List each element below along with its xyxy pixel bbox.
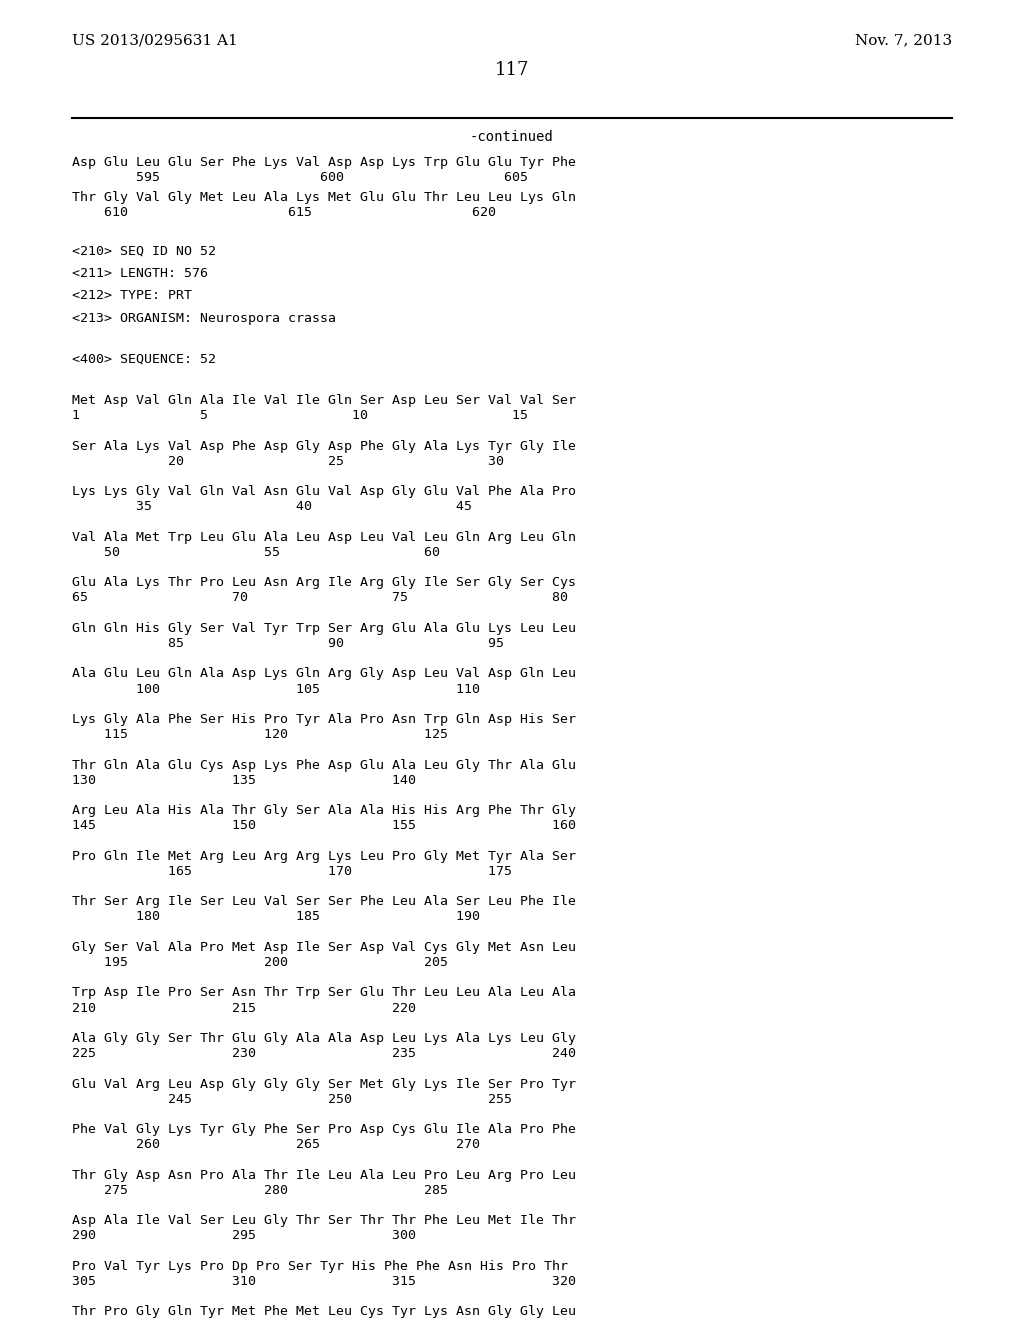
Text: 610                    615                    620: 610 615 620 <box>72 206 496 219</box>
Text: Glu Ala Lys Thr Pro Leu Asn Arg Ile Arg Gly Ile Ser Gly Ser Cys: Glu Ala Lys Thr Pro Leu Asn Arg Ile Arg … <box>72 577 575 589</box>
Text: Met Asp Val Gln Ala Ile Val Ile Gln Ser Asp Leu Ser Val Val Ser: Met Asp Val Gln Ala Ile Val Ile Gln Ser … <box>72 395 575 407</box>
Text: Lys Lys Gly Val Gln Val Asn Glu Val Asp Gly Glu Val Phe Ala Pro: Lys Lys Gly Val Gln Val Asn Glu Val Asp … <box>72 486 575 498</box>
Text: <210> SEQ ID NO 52: <210> SEQ ID NO 52 <box>72 244 216 257</box>
Text: Gln Gln His Gly Ser Val Tyr Trp Ser Arg Glu Ala Glu Lys Leu Leu: Gln Gln His Gly Ser Val Tyr Trp Ser Arg … <box>72 622 575 635</box>
Text: 595                    600                    605: 595 600 605 <box>72 172 528 183</box>
Text: 85                  90                  95: 85 90 95 <box>72 638 504 649</box>
Text: 1               5                  10                  15: 1 5 10 15 <box>72 409 528 422</box>
Text: 165                 170                 175: 165 170 175 <box>72 865 512 878</box>
Text: US 2013/0295631 A1: US 2013/0295631 A1 <box>72 33 238 48</box>
Text: Thr Ser Arg Ile Ser Leu Val Ser Ser Phe Leu Ala Ser Leu Phe Ile: Thr Ser Arg Ile Ser Leu Val Ser Ser Phe … <box>72 895 575 908</box>
Text: 145                 150                 155                 160: 145 150 155 160 <box>72 820 575 832</box>
Text: 50                  55                  60: 50 55 60 <box>72 546 440 558</box>
Text: 180                 185                 190: 180 185 190 <box>72 911 480 924</box>
Text: 117: 117 <box>495 62 529 79</box>
Text: <211> LENGTH: 576: <211> LENGTH: 576 <box>72 267 208 280</box>
Text: 65                  70                  75                  80: 65 70 75 80 <box>72 591 568 605</box>
Text: <213> ORGANISM: Neurospora crassa: <213> ORGANISM: Neurospora crassa <box>72 312 336 325</box>
Text: Gly Ser Val Ala Pro Met Asp Ile Ser Asp Val Cys Gly Met Asn Leu: Gly Ser Val Ala Pro Met Asp Ile Ser Asp … <box>72 941 575 954</box>
Text: Ala Glu Leu Gln Ala Asp Lys Gln Arg Gly Asp Leu Val Asp Gln Leu: Ala Glu Leu Gln Ala Asp Lys Gln Arg Gly … <box>72 668 575 680</box>
Text: 275                 280                 285: 275 280 285 <box>72 1184 449 1197</box>
Text: Thr Gly Asp Asn Pro Ala Thr Ile Leu Ala Leu Pro Leu Arg Pro Leu: Thr Gly Asp Asn Pro Ala Thr Ile Leu Ala … <box>72 1168 575 1181</box>
Text: Pro Gln Ile Met Arg Leu Arg Arg Lys Leu Pro Gly Met Tyr Ala Ser: Pro Gln Ile Met Arg Leu Arg Arg Lys Leu … <box>72 850 575 863</box>
Text: Thr Gly Val Gly Met Leu Ala Lys Met Glu Glu Thr Leu Leu Lys Gln: Thr Gly Val Gly Met Leu Ala Lys Met Glu … <box>72 191 575 205</box>
Text: Thr Gln Ala Glu Cys Asp Lys Phe Asp Glu Ala Leu Gly Thr Ala Glu: Thr Gln Ala Glu Cys Asp Lys Phe Asp Glu … <box>72 759 575 772</box>
Text: <212> TYPE: PRT: <212> TYPE: PRT <box>72 289 193 302</box>
Text: Trp Asp Ile Pro Ser Asn Thr Trp Ser Glu Thr Leu Leu Ala Leu Ala: Trp Asp Ile Pro Ser Asn Thr Trp Ser Glu … <box>72 986 575 999</box>
Text: Asp Ala Ile Val Ser Leu Gly Thr Ser Thr Thr Phe Leu Met Ile Thr: Asp Ala Ile Val Ser Leu Gly Thr Ser Thr … <box>72 1214 575 1228</box>
Text: Lys Gly Ala Phe Ser His Pro Tyr Ala Pro Asn Trp Gln Asp His Ser: Lys Gly Ala Phe Ser His Pro Tyr Ala Pro … <box>72 713 575 726</box>
Text: 115                 120                 125: 115 120 125 <box>72 729 449 741</box>
Text: <400> SEQUENCE: 52: <400> SEQUENCE: 52 <box>72 352 216 366</box>
Text: -continued: -continued <box>470 131 554 144</box>
Text: Ser Ala Lys Val Asp Phe Asp Gly Asp Phe Gly Ala Lys Tyr Gly Ile: Ser Ala Lys Val Asp Phe Asp Gly Asp Phe … <box>72 440 575 453</box>
Text: Nov. 7, 2013: Nov. 7, 2013 <box>855 33 952 48</box>
Text: 20                  25                  30: 20 25 30 <box>72 454 504 467</box>
Text: 100                 105                 110: 100 105 110 <box>72 682 480 696</box>
Text: Arg Leu Ala His Ala Thr Gly Ser Ala Ala His His Arg Phe Thr Gly: Arg Leu Ala His Ala Thr Gly Ser Ala Ala … <box>72 804 575 817</box>
Text: Thr Pro Gly Gln Tyr Met Phe Met Leu Cys Tyr Lys Asn Gly Gly Leu: Thr Pro Gly Gln Tyr Met Phe Met Leu Cys … <box>72 1305 575 1319</box>
Text: Val Ala Met Trp Leu Glu Ala Leu Asp Leu Val Leu Gln Arg Leu Gln: Val Ala Met Trp Leu Glu Ala Leu Asp Leu … <box>72 531 575 544</box>
Text: 130                 135                 140: 130 135 140 <box>72 774 416 787</box>
Text: Glu Val Arg Leu Asp Gly Gly Gly Ser Met Gly Lys Ile Ser Pro Tyr: Glu Val Arg Leu Asp Gly Gly Gly Ser Met … <box>72 1077 575 1090</box>
Text: 195                 200                 205: 195 200 205 <box>72 956 449 969</box>
Text: 290                 295                 300: 290 295 300 <box>72 1229 416 1242</box>
Text: 260                 265                 270: 260 265 270 <box>72 1138 480 1151</box>
Text: 305                 310                 315                 320: 305 310 315 320 <box>72 1275 575 1288</box>
Text: 225                 230                 235                 240: 225 230 235 240 <box>72 1047 575 1060</box>
Text: 210                 215                 220: 210 215 220 <box>72 1002 416 1015</box>
Text: Asp Glu Leu Glu Ser Phe Lys Val Asp Asp Lys Trp Glu Glu Tyr Phe: Asp Glu Leu Glu Ser Phe Lys Val Asp Asp … <box>72 156 575 169</box>
Text: 245                 250                 255: 245 250 255 <box>72 1093 512 1106</box>
Text: 35                  40                  45: 35 40 45 <box>72 500 472 513</box>
Text: Pro Val Tyr Lys Pro Dp Pro Ser Tyr His Phe Phe Asn His Pro Thr: Pro Val Tyr Lys Pro Dp Pro Ser Tyr His P… <box>72 1259 568 1272</box>
Text: Ala Gly Gly Ser Thr Glu Gly Ala Ala Asp Leu Lys Ala Lys Leu Gly: Ala Gly Gly Ser Thr Glu Gly Ala Ala Asp … <box>72 1032 575 1045</box>
Text: Phe Val Gly Lys Tyr Gly Phe Ser Pro Asp Cys Glu Ile Ala Pro Phe: Phe Val Gly Lys Tyr Gly Phe Ser Pro Asp … <box>72 1123 575 1137</box>
